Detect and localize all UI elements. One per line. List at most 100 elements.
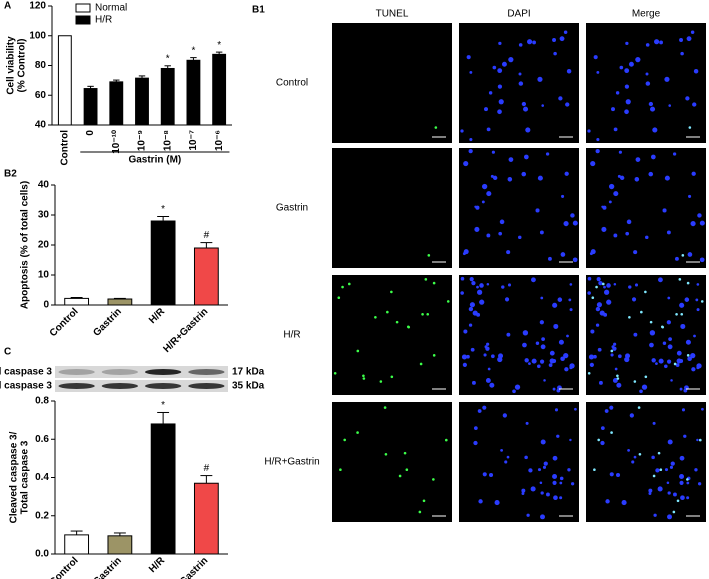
tunel-cell: [384, 452, 388, 456]
nucleus: [609, 472, 614, 477]
nucleus: [681, 408, 686, 412]
nucleus: [615, 91, 620, 95]
nucleus: [521, 492, 525, 496]
row-label: H/R+Gastrin: [264, 457, 319, 468]
nucleus: [506, 332, 511, 337]
tunel-cell: [383, 406, 387, 409]
nucleus: [483, 353, 487, 357]
row-label: Control: [276, 78, 308, 89]
micrograph: [332, 402, 452, 522]
nucleus: [486, 283, 490, 286]
nucleus: [598, 281, 603, 286]
nucleus: [685, 339, 691, 345]
nucleus: [690, 30, 695, 35]
nucleus: [563, 352, 569, 359]
nucleus: [549, 350, 555, 356]
nucleus: [469, 276, 474, 282]
nucleus: [508, 57, 514, 63]
x-tick-label: 10⁻¹⁰: [111, 130, 122, 154]
nucleus: [497, 356, 503, 363]
micrograph: [332, 23, 452, 143]
nucleus: [526, 513, 530, 517]
nucleus: [556, 434, 560, 438]
nucleus: [559, 481, 563, 485]
nucleus: [648, 492, 652, 496]
bar: [193, 482, 219, 555]
nucleus: [527, 39, 533, 45]
nucleus: [701, 407, 704, 411]
nucleus: [537, 175, 543, 181]
nucleus: [613, 233, 618, 238]
nucleus: [596, 276, 601, 282]
nucleus: [652, 421, 656, 425]
nucleus: [609, 405, 614, 410]
nucleus: [655, 468, 660, 473]
nucleus: [518, 235, 522, 240]
x-tick-label: H/R: [147, 555, 168, 576]
bar: [186, 59, 201, 126]
nucleus: [506, 455, 510, 459]
tunel-cell: [362, 374, 365, 378]
nucleus: [572, 257, 578, 263]
tunel-cell: [422, 499, 426, 503]
bar: [150, 423, 176, 555]
blot-band: [188, 369, 225, 375]
nucleus: [539, 481, 543, 484]
nucleus: [553, 323, 559, 329]
nucleus: [668, 337, 672, 341]
tunel-cell: [610, 431, 613, 434]
nucleus: [635, 57, 641, 63]
nucleus: [603, 312, 608, 317]
nucleus: [569, 308, 573, 312]
nucleus: [626, 219, 632, 225]
nucleus: [463, 160, 469, 167]
nucleus: [697, 213, 702, 218]
nucleus: [658, 358, 664, 364]
nucleus: [535, 341, 540, 345]
nucleus: [680, 495, 685, 501]
nucleus: [462, 362, 467, 367]
tunel-cell: [680, 312, 684, 316]
nucleus: [654, 39, 660, 45]
nucleus: [658, 277, 663, 283]
nucleus: [619, 175, 625, 181]
nucleus: [557, 297, 563, 302]
bar: [107, 298, 133, 306]
nucleus: [651, 455, 655, 460]
x-tick-label: H/R: [147, 306, 168, 327]
nucleus: [617, 354, 622, 359]
x-tick-label: Gastrin: [91, 306, 124, 339]
tunel-cell: [434, 126, 438, 129]
nucleus: [600, 426, 605, 430]
tunel-cell: [347, 282, 351, 286]
nucleus: [531, 277, 536, 283]
nucleus: [641, 384, 648, 390]
nucleus: [699, 220, 705, 226]
nucleus: [494, 500, 500, 506]
significance-marker: *: [161, 204, 165, 215]
nucleus: [539, 320, 544, 325]
nucleus: [690, 221, 696, 227]
nucleus: [629, 413, 634, 418]
tunel-cell: [688, 126, 692, 129]
nucleus: [603, 289, 610, 295]
nucleus: [481, 183, 488, 190]
nucleus: [468, 149, 473, 154]
nucleus: [685, 96, 690, 101]
nucleus: [613, 342, 617, 346]
nucleus: [587, 129, 591, 133]
x-tick-label: 10⁻⁶: [214, 130, 225, 151]
nucleus: [539, 359, 545, 364]
nucleus: [659, 40, 663, 45]
y-axis-label: (% Control): [17, 39, 28, 93]
nucleus: [518, 72, 522, 76]
nucleus: [669, 465, 674, 469]
nucleus: [648, 101, 654, 107]
nucleus: [590, 249, 596, 255]
nucleus: [523, 154, 529, 160]
y-tick-label: 0.4: [35, 472, 49, 483]
nucleus: [537, 76, 543, 82]
micrograph: [586, 402, 706, 522]
nucleus: [645, 43, 650, 47]
